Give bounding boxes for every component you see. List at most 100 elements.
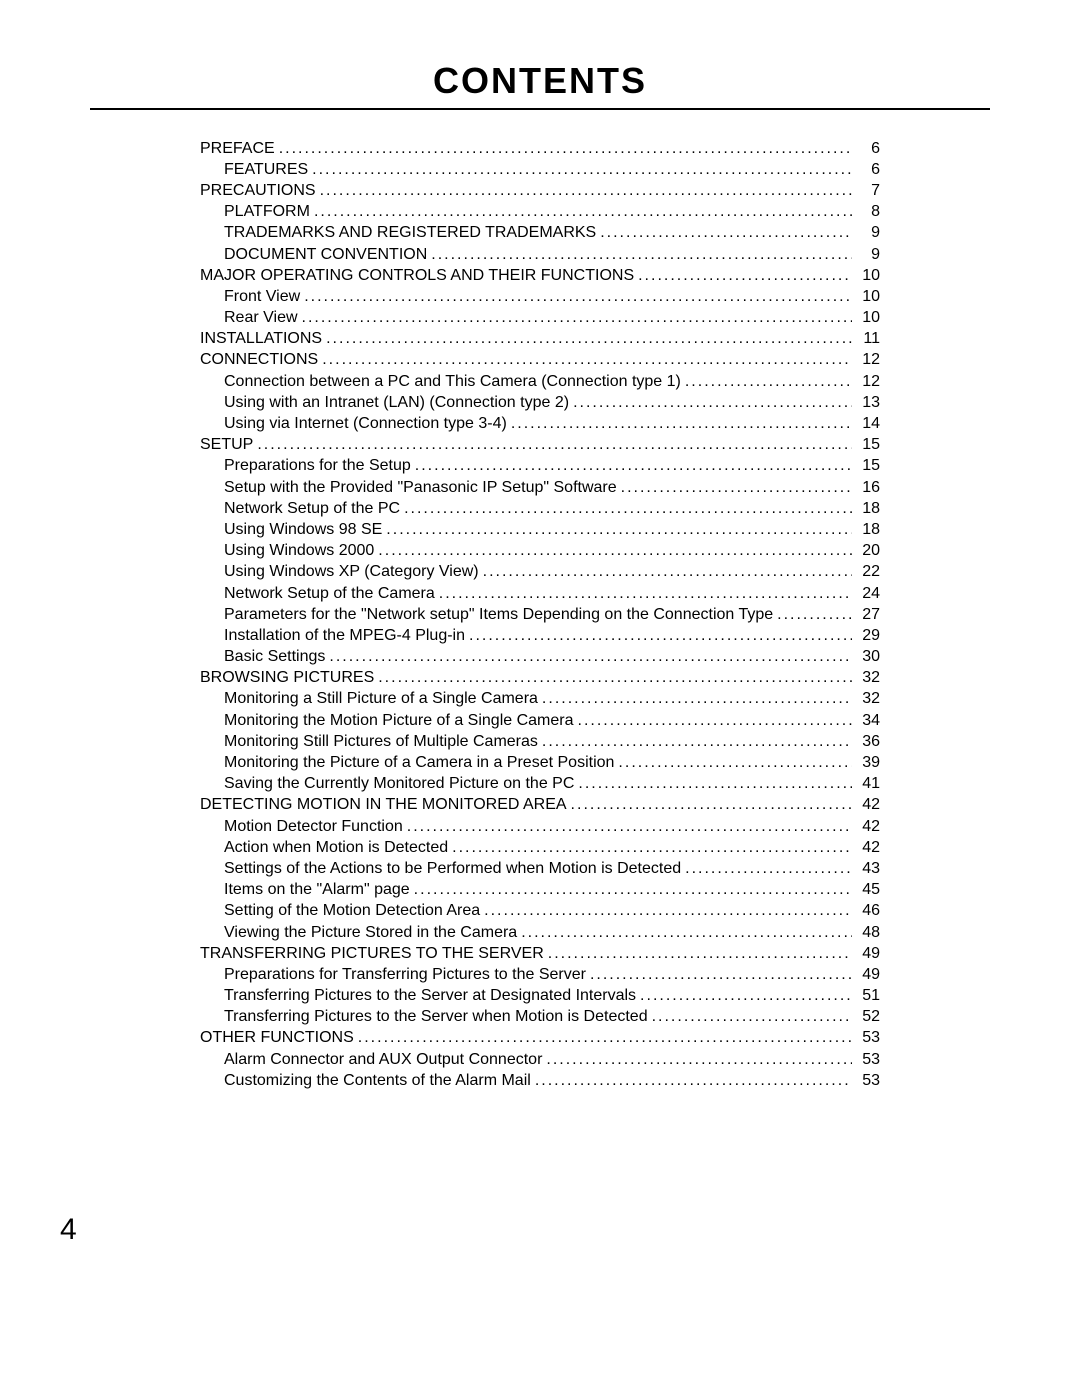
toc-entry-label: PREFACE <box>200 141 275 157</box>
toc-entry: FEATURES6 <box>200 159 880 180</box>
toc-leader-dots <box>652 1009 852 1025</box>
toc-leader-dots <box>640 988 852 1004</box>
toc-entry-label: Network Setup of the Camera <box>224 586 435 602</box>
toc-entry: TRANSFERRING PICTURES TO THE SERVER49 <box>200 943 880 964</box>
toc-leader-dots <box>452 840 852 856</box>
toc-entry: Monitoring Still Pictures of Multiple Ca… <box>200 731 880 752</box>
toc-entry-label: Monitoring Still Pictures of Multiple Ca… <box>224 734 538 750</box>
toc-leader-dots <box>329 649 852 665</box>
toc-entry-label: Monitoring the Picture of a Camera in a … <box>224 755 614 771</box>
toc-entry-label: Viewing the Picture Stored in the Camera <box>224 925 517 941</box>
toc-entry-label: Using Windows 98 SE <box>224 522 382 538</box>
toc-entry-label: Using Windows XP (Category View) <box>224 564 479 580</box>
toc-entry-label: Network Setup of the PC <box>224 501 400 517</box>
toc-entry-page: 53 <box>856 1052 880 1068</box>
toc-leader-dots <box>546 1052 852 1068</box>
toc-leader-dots <box>439 586 852 602</box>
toc-entry: Network Setup of the Camera24 <box>200 583 880 604</box>
toc-leader-dots <box>590 967 852 983</box>
toc-entry-label: DETECTING MOTION IN THE MONITORED AREA <box>200 797 567 813</box>
toc-entry-page: 6 <box>856 141 880 157</box>
toc-leader-dots <box>257 437 852 453</box>
toc-leader-dots <box>431 247 852 263</box>
toc-entry-page: 46 <box>856 903 880 919</box>
toc-entry: Customizing the Contents of the Alarm Ma… <box>200 1070 880 1091</box>
toc-entry-label: Using Windows 2000 <box>224 543 374 559</box>
toc-leader-dots <box>535 1073 852 1089</box>
toc-entry-label: TRANSFERRING PICTURES TO THE SERVER <box>200 946 544 962</box>
toc-entry-page: 15 <box>856 437 880 453</box>
toc-entry: PLATFORM8 <box>200 202 880 223</box>
toc-leader-dots <box>685 861 852 877</box>
toc-leader-dots <box>573 395 852 411</box>
toc-entry-label: PLATFORM <box>224 204 310 220</box>
toc-entry: Using Windows 98 SE 18 <box>200 519 880 540</box>
page-number: 4 <box>60 1213 77 1247</box>
toc-entry: CONNECTIONS12 <box>200 350 880 371</box>
toc-entry: Monitoring the Motion Picture of a Singl… <box>200 710 880 731</box>
toc-entry-label: Transferring Pictures to the Server at D… <box>224 988 636 1004</box>
toc-entry-page: 42 <box>856 819 880 835</box>
toc-leader-dots <box>638 268 852 284</box>
title-wrap: CONTENTS <box>90 60 990 102</box>
toc-leader-dots <box>415 458 852 474</box>
toc-leader-dots <box>386 522 852 538</box>
toc-entry: TRADEMARKS AND REGISTERED TRADEMARKS9 <box>200 223 880 244</box>
toc-leader-dots <box>378 670 852 686</box>
toc-leader-dots <box>777 607 852 623</box>
toc-entry-label: Action when Motion is Detected <box>224 840 448 856</box>
toc-entry-label: TRADEMARKS AND REGISTERED TRADEMARKS <box>224 225 596 241</box>
document-page: CONTENTS PREFACE6FEATURES6PRECAUTIONS7PL… <box>0 0 1080 1397</box>
toc-entry-page: 18 <box>856 522 880 538</box>
toc-entry: Monitoring a Still Picture of a Single C… <box>200 689 880 710</box>
toc-entry-label: Setting of the Motion Detection Area <box>224 903 480 919</box>
toc-entry: DOCUMENT CONVENTION9 <box>200 244 880 265</box>
toc-entry: Using Windows 200020 <box>200 541 880 562</box>
toc-entry-page: 13 <box>856 395 880 411</box>
toc-leader-dots <box>685 374 852 390</box>
toc-entry: Transferring Pictures to the Server at D… <box>200 986 880 1007</box>
toc-entry: Preparations for Transferring Pictures t… <box>200 964 880 985</box>
toc-entry-page: 34 <box>856 713 880 729</box>
toc-entry-page: 52 <box>856 1009 880 1025</box>
toc-entry-page: 27 <box>856 607 880 623</box>
toc-entry: Alarm Connector and AUX Output Connector… <box>200 1049 880 1070</box>
toc-entry: Action when Motion is Detected 42 <box>200 837 880 858</box>
toc-leader-dots <box>312 162 852 178</box>
toc-entry-label: Settings of the Actions to be Performed … <box>224 861 681 877</box>
toc-entry-label: INSTALLATIONS <box>200 331 322 347</box>
toc-entry-label: Saving the Currently Monitored Picture o… <box>224 776 574 792</box>
toc-entry-page: 32 <box>856 691 880 707</box>
toc-entry-label: Parameters for the "Network setup" Items… <box>224 607 773 623</box>
toc-entry-page: 11 <box>856 331 880 347</box>
toc-entry-page: 12 <box>856 374 880 390</box>
toc-entry-page: 7 <box>856 183 880 199</box>
toc-entry-page: 18 <box>856 501 880 517</box>
toc-entry-page: 15 <box>856 458 880 474</box>
toc-entry: Setting of the Motion Detection Area 46 <box>200 901 880 922</box>
title-underline <box>90 108 990 110</box>
toc-entry-page: 41 <box>856 776 880 792</box>
toc-leader-dots <box>578 776 852 792</box>
toc-leader-dots <box>302 310 852 326</box>
toc-leader-dots <box>618 755 852 771</box>
toc-leader-dots <box>414 882 852 898</box>
toc-leader-dots <box>322 352 852 368</box>
toc-entry-label: PRECAUTIONS <box>200 183 316 199</box>
toc-entry-page: 6 <box>856 162 880 178</box>
toc-leader-dots <box>521 925 852 941</box>
toc-entry: Basic Settings30 <box>200 647 880 668</box>
table-of-contents: PREFACE6FEATURES6PRECAUTIONS7PLATFORM8TR… <box>200 138 880 1091</box>
toc-entry: Parameters for the "Network setup" Items… <box>200 604 880 625</box>
toc-entry-label: Using via Internet (Connection type 3-4) <box>224 416 507 432</box>
toc-entry-page: 51 <box>856 988 880 1004</box>
toc-entry-page: 30 <box>856 649 880 665</box>
toc-entry-page: 36 <box>856 734 880 750</box>
toc-entry: OTHER FUNCTIONS53 <box>200 1028 880 1049</box>
toc-entry-page: 42 <box>856 840 880 856</box>
toc-leader-dots <box>484 903 852 919</box>
toc-entry-label: BROWSING PICTURES <box>200 670 374 686</box>
toc-entry-page: 42 <box>856 797 880 813</box>
toc-leader-dots <box>326 331 852 347</box>
toc-leader-dots <box>407 819 852 835</box>
